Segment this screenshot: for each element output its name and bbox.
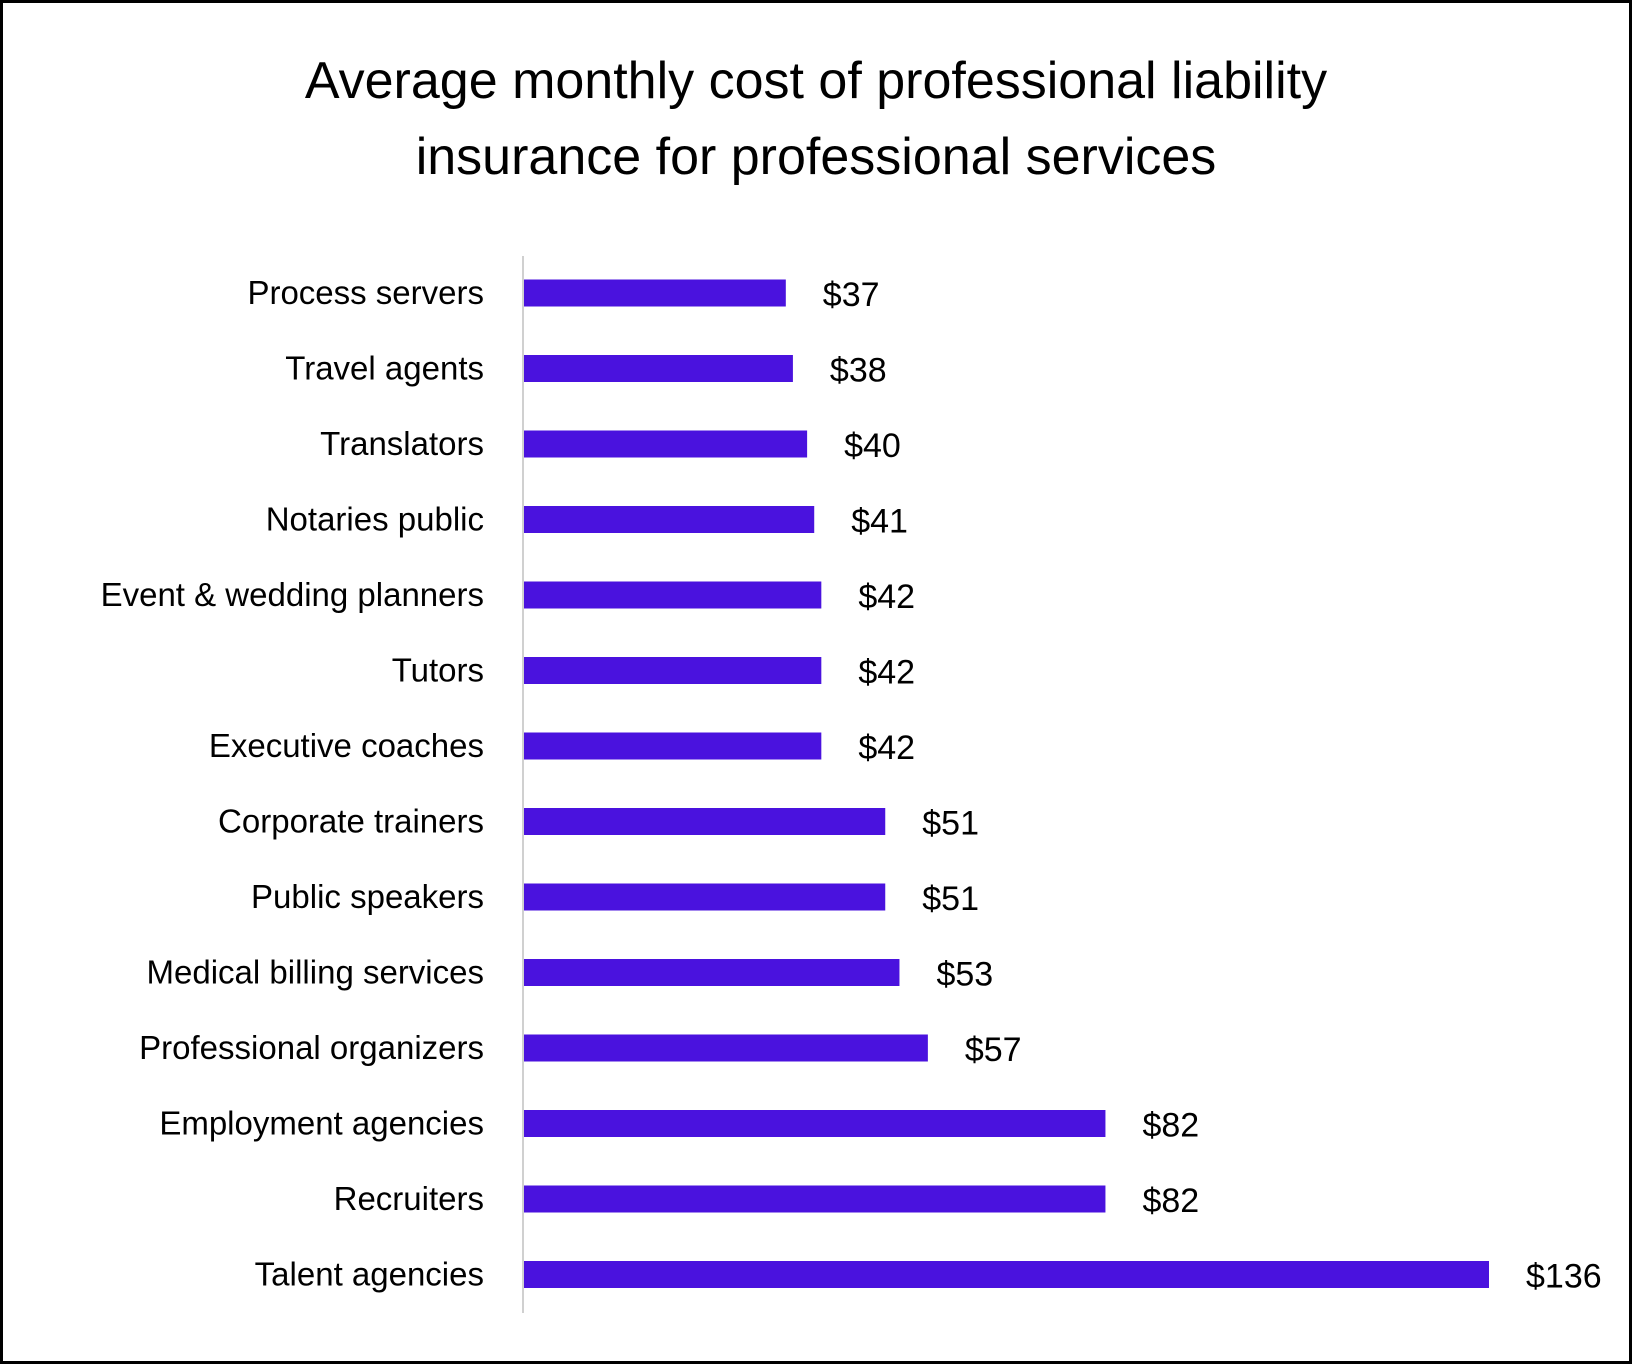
bar <box>523 581 822 609</box>
bar-chart: Process servers $37 Travel agents $38 Transl… <box>101 256 1602 1313</box>
category-label: Recruiters <box>334 1180 484 1217</box>
category-label: Professional organizers <box>139 1029 484 1066</box>
chart-title: Average monthly cost of professional lia… <box>3 43 1629 195</box>
category-label: Talent agencies <box>255 1256 484 1293</box>
category-label: Public speakers <box>251 878 484 915</box>
category-label: Tutors <box>392 652 484 689</box>
category-label: Event & wedding planners <box>101 576 484 613</box>
bar <box>523 279 786 307</box>
chart-title-line-2: insurance for professional services <box>415 128 1217 186</box>
data-label: $51 <box>922 880 979 918</box>
category-label: Corporate trainers <box>218 803 484 840</box>
bar <box>523 1034 928 1062</box>
data-label: $42 <box>858 729 915 767</box>
chart-title-line-1: Average monthly cost of professional lia… <box>304 52 1328 110</box>
category-label: Notaries public <box>266 501 484 538</box>
data-label: $37 <box>823 276 880 314</box>
bar <box>523 430 808 458</box>
category-label: Employment agencies <box>159 1105 484 1142</box>
data-label: $38 <box>830 352 887 390</box>
data-label: $51 <box>922 805 979 843</box>
category-label: Process servers <box>247 274 484 311</box>
data-label: $41 <box>851 503 908 541</box>
bar <box>523 657 822 684</box>
bar <box>523 732 822 760</box>
data-label: $42 <box>858 578 915 616</box>
data-label: $40 <box>844 427 901 465</box>
bar <box>523 883 886 911</box>
bar <box>523 1185 1106 1213</box>
data-label: $57 <box>965 1031 1022 1069</box>
bar <box>523 959 900 986</box>
bar <box>523 808 886 835</box>
category-label: Executive coaches <box>209 727 484 764</box>
bar <box>523 1110 1106 1137</box>
bar <box>523 355 793 382</box>
category-label: Travel agents <box>285 350 484 387</box>
data-label: $82 <box>1142 1107 1199 1145</box>
category-label: Medical billing services <box>147 954 484 991</box>
data-label: $82 <box>1142 1182 1199 1220</box>
data-label: $42 <box>858 654 915 692</box>
bar <box>523 506 815 533</box>
data-label: $136 <box>1526 1258 1602 1296</box>
bar <box>523 1261 1489 1288</box>
category-label: Translators <box>320 425 484 462</box>
data-label: $53 <box>936 956 993 994</box>
